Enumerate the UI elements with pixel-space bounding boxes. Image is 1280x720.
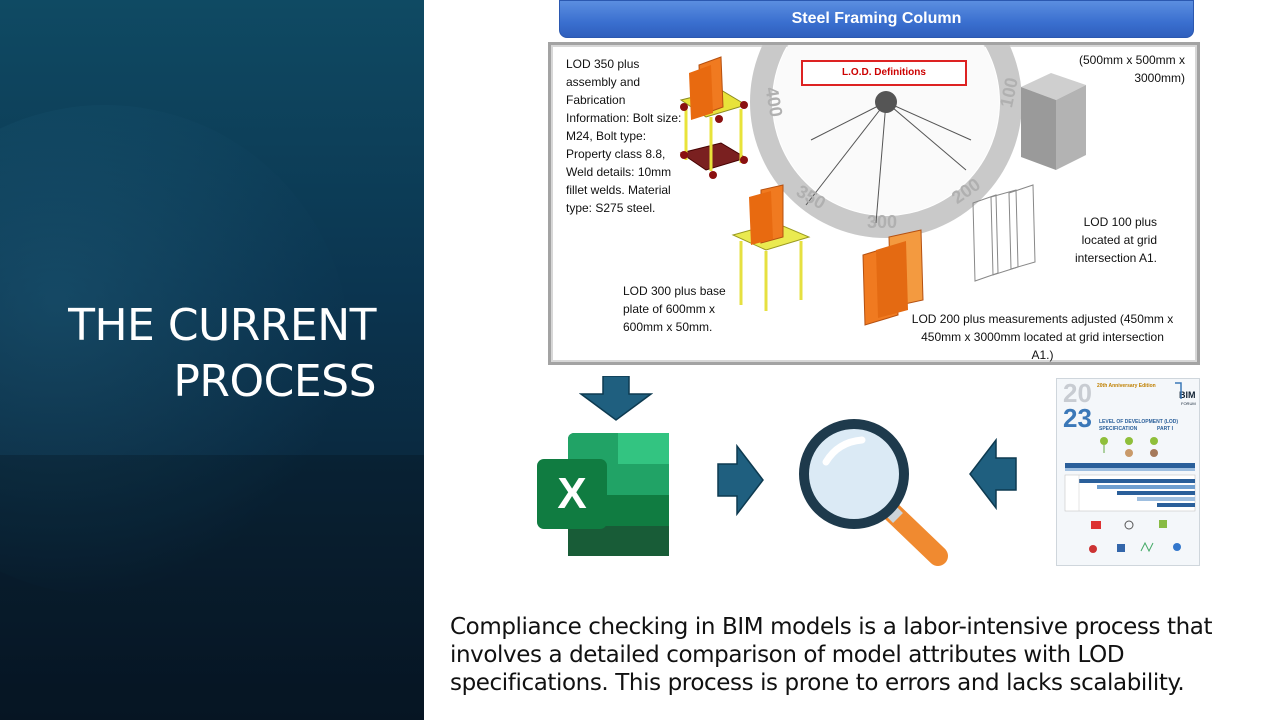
gauge-label-300: 300 [867, 212, 897, 232]
spec-part: PART I [1157, 426, 1174, 432]
spec-title-2: SPECIFICATION [1099, 426, 1138, 432]
down-arrow-icon [579, 376, 653, 421]
lod100-dimensions: (500mm x 500mm x 3000mm) [1078, 53, 1185, 85]
lod350-description: LOD 350 plus assembly and Fabrication In… [566, 57, 682, 215]
excel-letter: X [557, 469, 587, 518]
lod-spec-document-thumbnail: 20th Anniversary Edition 20 23 BIM FORUM… [1056, 378, 1200, 566]
diagram-header: Steel Framing Column [559, 0, 1194, 38]
left-panel: THE CURRENT PROCESS [0, 0, 424, 720]
lod100-block-icon [1021, 73, 1086, 170]
lod350-column-icon [679, 56, 748, 179]
decorative-band [0, 455, 424, 720]
excel-icon: X [536, 432, 670, 557]
lod200-column-icon [862, 229, 924, 326]
lod-diagram: 400 350 300 200 100 [548, 42, 1200, 365]
spec-year-bottom: 23 [1063, 403, 1092, 433]
slide-title-line2: PROCESS [173, 356, 376, 407]
lod300-column-icon [731, 184, 811, 311]
lod-definitions-box: L.O.D. Definitions [801, 60, 967, 86]
slide-title: THE CURRENT PROCESS [16, 298, 376, 410]
spec-document-graphics [1064, 382, 1196, 553]
lod-gauge-graphic: 400 350 300 200 100 [679, 45, 1086, 326]
spec-edition: 20th Anniversary Edition [1097, 383, 1156, 389]
lod200-wireframe-icon [972, 184, 1036, 282]
lod100-description: LOD 100 plus located at grid intersectio… [1074, 215, 1157, 265]
lod300-description: LOD 300 plus base plate of 600mm x 600mm… [623, 284, 726, 334]
magnifying-glass-icon [799, 419, 948, 566]
spec-year-top: 20 [1063, 378, 1092, 408]
spec-title-1: LEVEL OF DEVELOPMENT (LOD) [1099, 419, 1179, 425]
spec-brand-sub: FORUM [1181, 401, 1196, 406]
caption-text: Compliance checking in BIM models is a l… [450, 614, 1213, 696]
lod200-description: LOD 200 plus measurements adjusted (450m… [911, 312, 1174, 362]
right-arrow-icon [717, 444, 764, 516]
slide-title-line1: THE CURRENT [68, 300, 376, 351]
spec-brand: BIM [1179, 390, 1196, 400]
left-arrow-icon [969, 438, 1017, 510]
